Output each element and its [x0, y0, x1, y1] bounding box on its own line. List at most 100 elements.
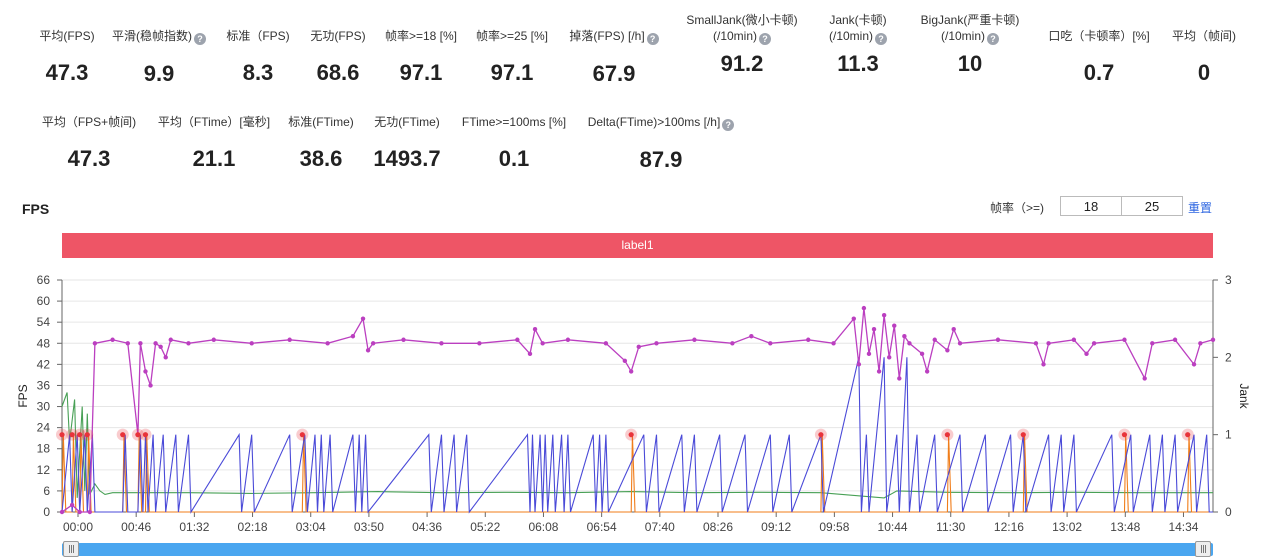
slider-handle-right[interactable]: [1195, 541, 1211, 557]
stat-value: 68.6: [316, 60, 360, 85]
stat-label: FTime>=100ms [%]: [461, 115, 567, 129]
time-range-slider[interactable]: [62, 543, 1213, 556]
x-tick-label: 14:34: [1168, 520, 1198, 534]
stat-std-fps: 标准（FPS) 8.3: [222, 29, 294, 86]
fps-point: [158, 344, 163, 349]
series-line-green: [61, 392, 1213, 499]
framerate-threshold-high-input[interactable]: [1121, 196, 1183, 216]
stat-jank: Jank(卡顿) (/10min)? 11.3: [808, 13, 908, 77]
fps-point: [110, 337, 115, 342]
stat-value: 9.9: [143, 61, 175, 86]
y-tick-label: 48: [37, 336, 51, 350]
stat-value: 97.1: [399, 60, 443, 85]
stat-value: 38.6: [299, 146, 343, 171]
question-icon[interactable]: ?: [646, 33, 659, 45]
fps-point: [1210, 337, 1216, 342]
stat-bigjank: BigJank(严重卡顿) (/10min)? 10: [906, 13, 1034, 77]
stat-value: 47.3: [45, 60, 89, 85]
x-tick-label: 09:12: [761, 520, 791, 534]
fps-point: [59, 509, 65, 515]
stat-drop-fps: 掉落(FPS) [/h]? 67.9: [565, 29, 663, 87]
y-tick-label: 6: [43, 484, 50, 498]
stat-avg-fps-interframe: 平均（FPS+帧间) 47.3: [38, 115, 140, 172]
fps-point: [532, 327, 538, 332]
x-tick-label: 13:48: [1110, 520, 1140, 534]
fps-point: [932, 337, 937, 342]
stat-fps-ge-18: 帧率>=18 [%] 97.1: [382, 29, 460, 86]
bigjank-marker: [1185, 432, 1191, 438]
bigjank-marker: [77, 432, 83, 438]
reset-link[interactable]: 重置: [1188, 201, 1213, 215]
framerate-threshold-low-input[interactable]: [1060, 196, 1122, 216]
fps-point: [1198, 341, 1203, 346]
x-tick-label: 07:40: [645, 520, 675, 534]
x-tick-label: 10:44: [878, 520, 908, 534]
bigjank-marker: [142, 432, 149, 438]
fps-point: [477, 341, 482, 346]
chart-markers: [56, 428, 1194, 441]
bigjank-marker: [1121, 432, 1128, 438]
fps-point: [1084, 351, 1089, 357]
x-tick-label: 01:32: [179, 520, 209, 534]
series-line-fps: [61, 308, 1214, 513]
stat-avg-interframe: 平均（帧间) 0: [1165, 29, 1243, 86]
fps-point: [636, 344, 641, 349]
stat-avg-fps: 平均(FPS) 47.3: [38, 29, 96, 86]
fps-point: [897, 376, 902, 381]
fps-point: [186, 341, 191, 346]
fps-point: [370, 341, 376, 346]
stat-value: 97.1: [490, 60, 534, 85]
y-tick-label: 42: [37, 357, 51, 371]
y-tick-label: 36: [37, 378, 51, 392]
series-line-jank: [61, 357, 1213, 514]
stat-label: 平均(FPS): [39, 29, 95, 43]
y-tick-label: 30: [37, 400, 51, 414]
bigjank-marker: [628, 432, 634, 438]
fps-point: [866, 351, 872, 357]
fps-point: [907, 341, 912, 346]
slider-handle-left[interactable]: [63, 541, 79, 557]
bigjank-marker: [944, 432, 950, 438]
stat-std-ftime: 标准(FTime) 38.6: [286, 115, 356, 172]
fps-point: [887, 355, 892, 360]
y-right-tick-label: 2: [1225, 350, 1232, 364]
x-tick-label: 13:02: [1052, 520, 1082, 534]
stat-label: 无功(FPS): [310, 29, 366, 43]
fps-point: [125, 341, 130, 346]
bigjank-marker: [69, 432, 75, 438]
x-tick-label: 02:18: [238, 520, 268, 534]
fps-point: [565, 337, 571, 342]
x-tick-label: 06:08: [528, 520, 558, 534]
fps-point: [919, 351, 925, 357]
fps-point: [211, 337, 216, 342]
fps-point: [876, 369, 882, 374]
stat-smooth: 平滑(稳帧指数)? 9.9: [111, 29, 207, 87]
fps-point: [957, 341, 963, 346]
question-icon[interactable]: ?: [194, 33, 206, 45]
fps-point: [1122, 337, 1127, 342]
chart-grid: [62, 279, 1213, 513]
fps-point: [1191, 362, 1197, 367]
bigjank-marker: [818, 432, 824, 438]
question-icon[interactable]: ?: [987, 33, 999, 45]
bigjank-marker: [120, 432, 126, 438]
question-icon[interactable]: ?: [759, 33, 771, 45]
fps-point: [1046, 341, 1051, 346]
stat-value: 21.1: [192, 146, 236, 171]
label-bar[interactable]: label1: [62, 233, 1213, 258]
question-icon[interactable]: ?: [722, 119, 735, 131]
fps-point: [527, 351, 533, 357]
fps-point: [1142, 376, 1147, 381]
fps-point: [603, 341, 609, 346]
stat-value: 67.9: [592, 61, 636, 86]
fps-point: [768, 341, 773, 346]
stat-value: 8.3: [242, 60, 274, 85]
fps-point: [995, 337, 1001, 342]
fps-point: [881, 312, 887, 318]
stat-label: SmallJank(微小卡顿): [686, 13, 798, 27]
fps-point: [861, 305, 867, 311]
fps-point: [831, 341, 836, 346]
question-icon[interactable]: ?: [875, 33, 887, 45]
stat-label: 无功(FTime): [374, 115, 440, 129]
